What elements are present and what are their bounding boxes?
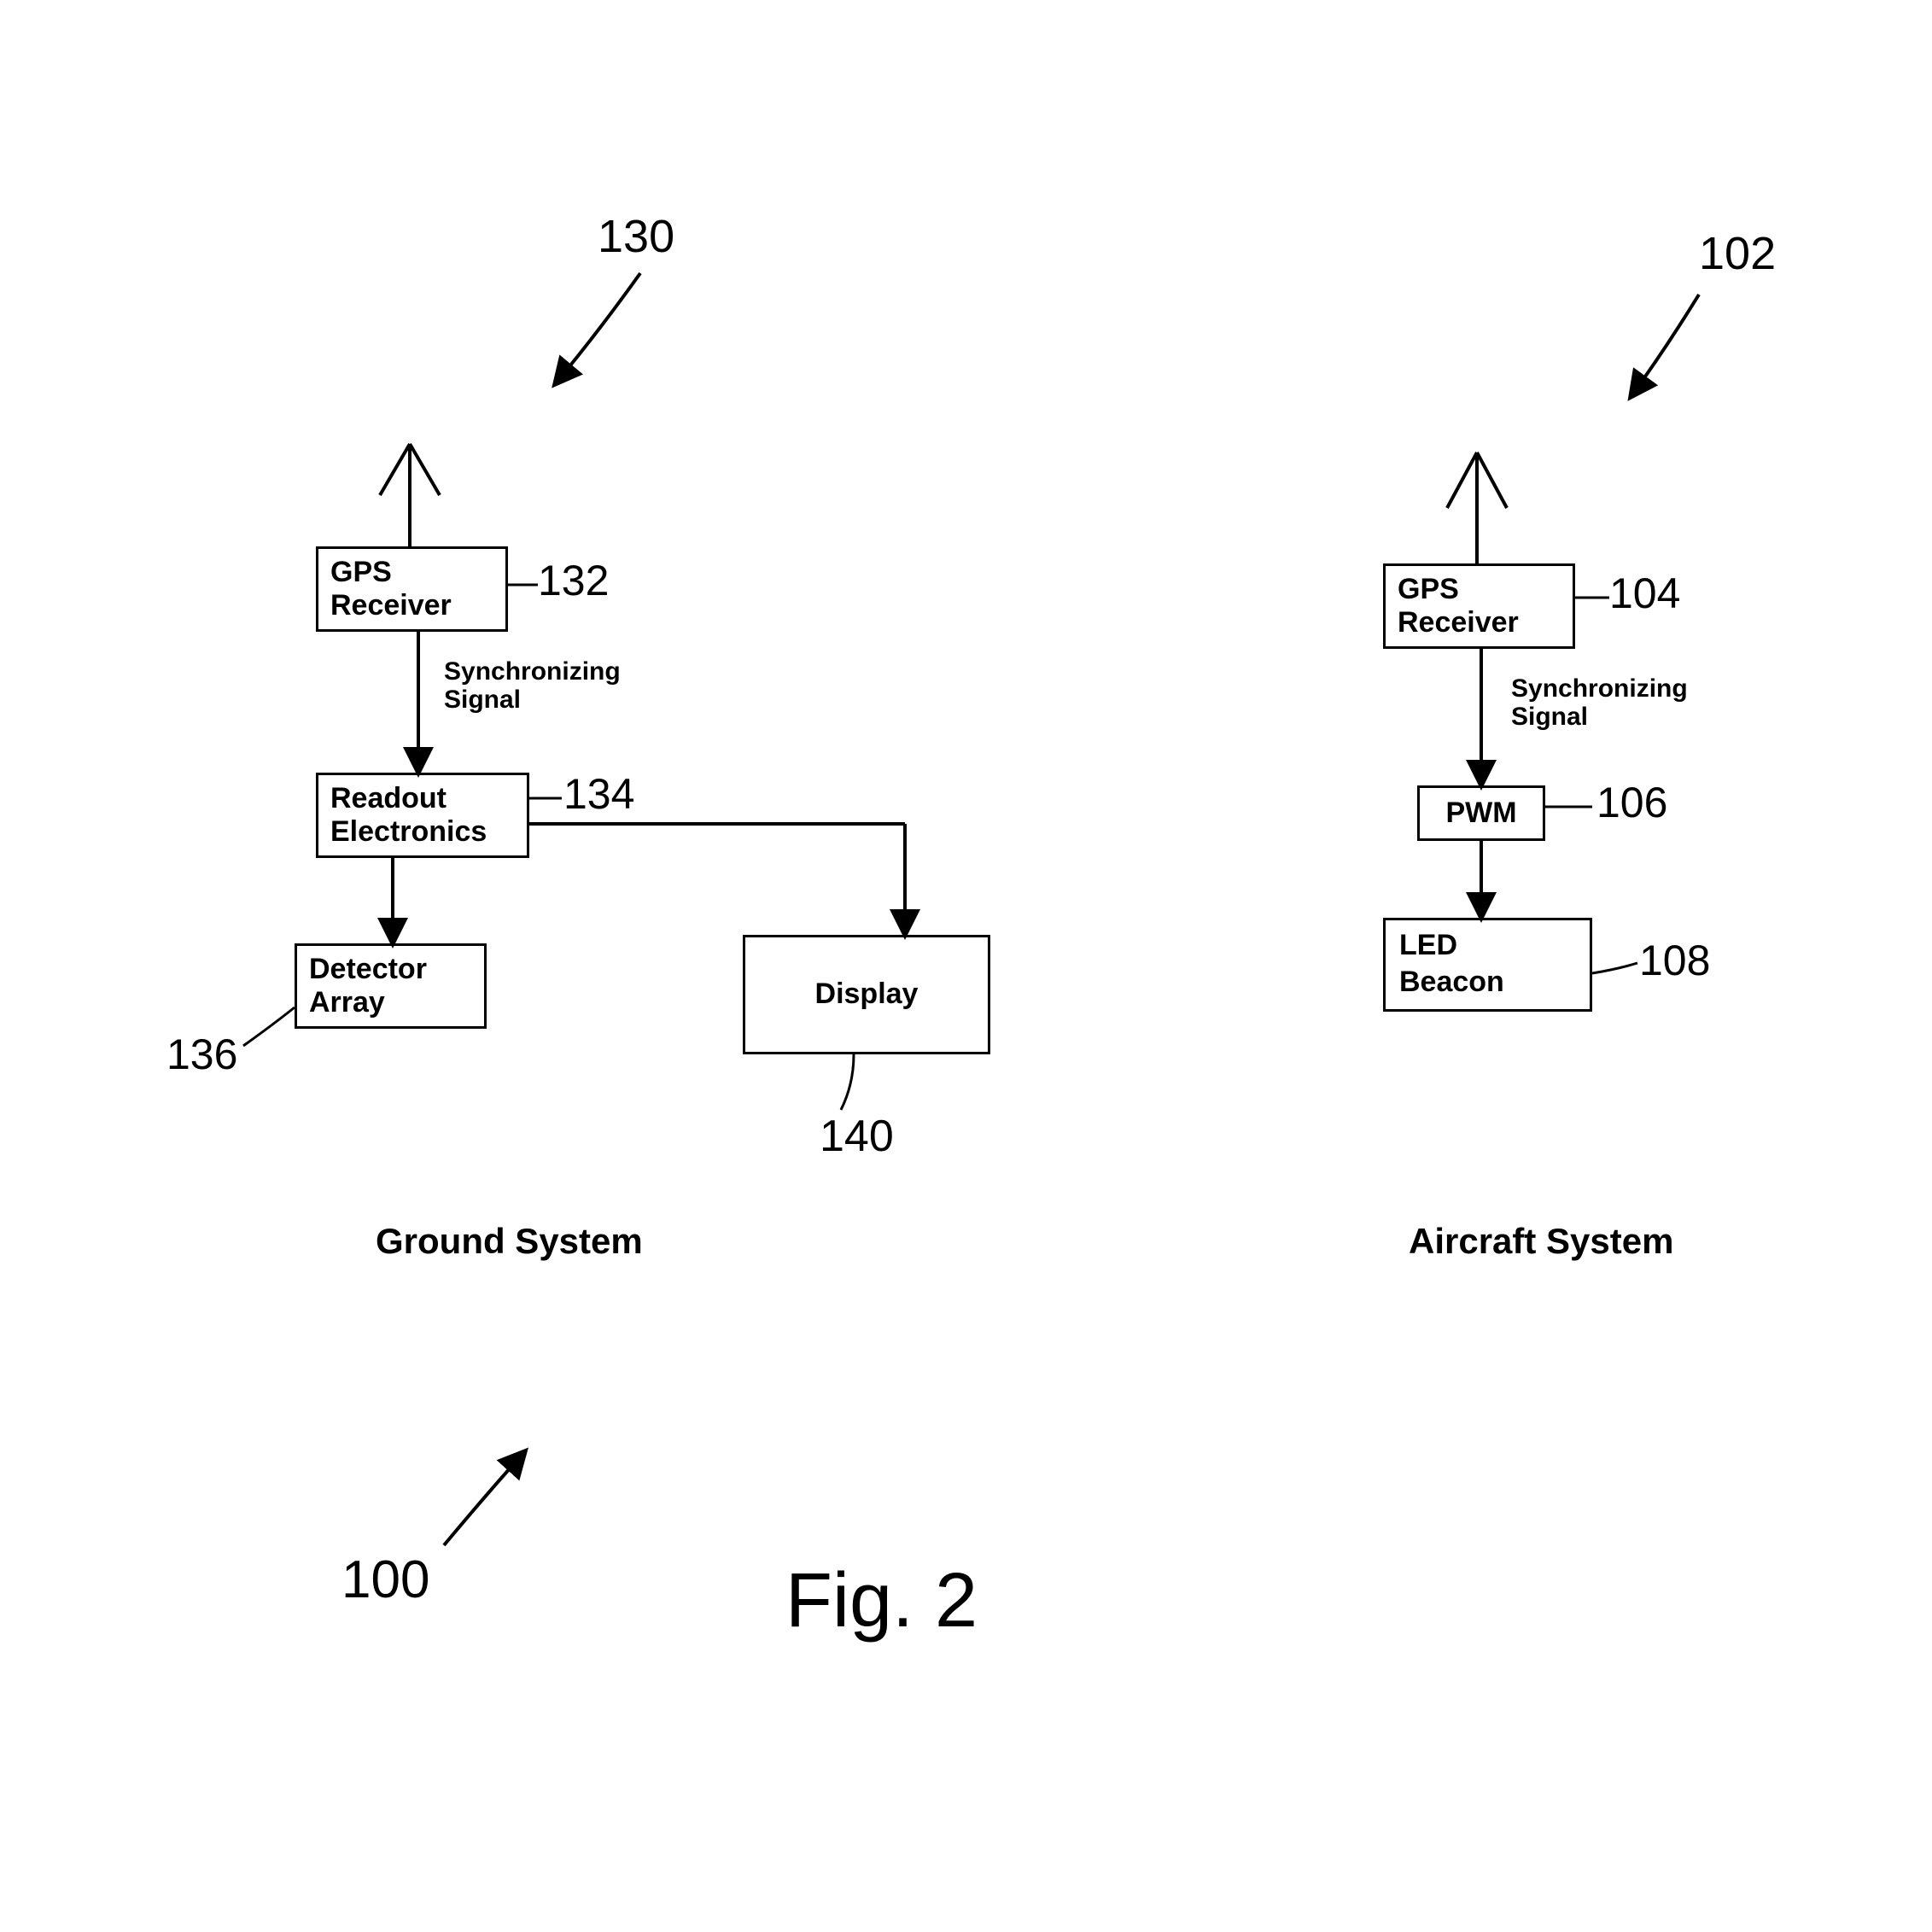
aircraft-title: Aircraft System — [1409, 1221, 1673, 1262]
detector-ref: 136 — [166, 1033, 237, 1076]
display-box: Display — [743, 935, 990, 1054]
readout-ref: 134 — [563, 773, 634, 815]
readout-box: Readout Electronics — [316, 773, 529, 858]
ground-gps-ref: 132 — [538, 559, 609, 602]
figure-caption: Fig. 2 — [785, 1562, 978, 1639]
display-label: Display — [815, 978, 919, 1011]
detector-label: Detector Array — [309, 953, 427, 1019]
led-ref: 108 — [1639, 939, 1710, 982]
ground-title: Ground System — [376, 1221, 643, 1262]
aircraft-sync-label: Synchronizing Signal — [1511, 674, 1688, 731]
aircraft-gps-label: GPS Receiver — [1398, 573, 1519, 639]
detector-box: Detector Array — [295, 943, 487, 1029]
ground-gps-box: GPS Receiver — [316, 546, 508, 632]
overall-ref: 100 — [341, 1554, 429, 1607]
led-label-top: LED — [1399, 929, 1576, 962]
figure-stage: 130 GPS Receiver 132 Synchronizing Signa… — [0, 0, 1932, 1932]
pwm-label: PWM — [1445, 797, 1516, 830]
aircraft-gps-box: GPS Receiver — [1383, 563, 1575, 649]
ground-sync-label: Synchronizing Signal — [444, 657, 621, 714]
readout-label: Readout Electronics — [330, 782, 487, 849]
display-ref: 140 — [820, 1114, 894, 1159]
aircraft-ref-number: 102 — [1699, 231, 1776, 277]
ground-gps-label: GPS Receiver — [330, 556, 452, 622]
ground-ref-number: 130 — [598, 213, 674, 260]
led-box: LED Beacon — [1383, 918, 1592, 1012]
pwm-box: PWM — [1417, 785, 1545, 841]
pwm-ref: 106 — [1596, 781, 1667, 824]
led-label-bottom: Beacon — [1399, 966, 1576, 999]
aircraft-gps-ref: 104 — [1609, 572, 1680, 615]
